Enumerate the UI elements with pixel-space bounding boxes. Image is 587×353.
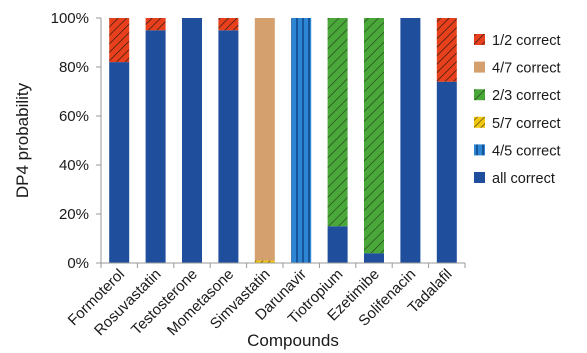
x-ticks: FormoterolRosuvastatinTestosteroneMometa…: [65, 263, 466, 339]
bar-segment-testosterone-all-correct: [182, 18, 202, 263]
y-tick-label: 60%: [59, 108, 89, 125]
bar-segment-tadalafil-all-correct: [436, 81, 457, 263]
legend-swatch-all-correct: [474, 172, 485, 183]
x-axis-title: Compounds: [247, 331, 339, 350]
y-tick-label: 100%: [51, 10, 89, 27]
legend-label-all-correct: all correct: [492, 171, 555, 187]
y-tick-label: 40%: [59, 157, 89, 174]
bar-segment-formoterol-all-correct: [109, 62, 130, 263]
legend-swatch-5-7-correct: [474, 116, 485, 128]
bar-segment-tiotropium-2-3-correct: [327, 18, 348, 227]
plot-area: 0% 20% 40% 60% 80% 100% FormoterolRosuvastati…: [51, 10, 466, 339]
bar-segment-solifenacin-all-correct: [400, 18, 421, 263]
bar-segment-tadalafil-1-2-correct: [436, 18, 457, 82]
bar-segment-mometasone-all-correct: [218, 30, 239, 263]
bar-segment-simvastatin-5-7-correct: [254, 260, 275, 263]
bars-group: [109, 18, 457, 263]
bar-segment-simvastatin-4-7-correct: [254, 18, 275, 261]
legend-label-1-2-correct: 1/2 correct: [492, 33, 561, 49]
legend-swatch-4-5-correct: [474, 144, 485, 156]
bar-segment-rosuvastatin-1-2-correct: [145, 18, 166, 31]
legend-label-4-5-correct: 4/5 correct: [492, 143, 561, 159]
y-tick-label: 80%: [59, 59, 89, 76]
legend-swatch-2-3-correct: [474, 89, 485, 101]
bar-segment-darunavir-4-5-correct: [291, 18, 312, 263]
y-ticks: 0% 20% 40% 60% 80% 100%: [51, 10, 101, 272]
legend: 1/2 correct 4/7 correct 2/3 correct 5/7 cor…: [474, 33, 561, 187]
y-tick-label: 0%: [67, 255, 89, 272]
bar-segment-rosuvastatin-all-correct: [145, 30, 166, 263]
legend-label-5-7-correct: 5/7 correct: [492, 116, 561, 132]
legend-label-2-3-correct: 2/3 correct: [492, 88, 561, 104]
bar-segment-ezetimibe-all-correct: [364, 253, 384, 263]
legend-swatch-4-7-correct: [474, 61, 485, 73]
y-tick-label: 20%: [59, 206, 89, 223]
legend-label-4-7-correct: 4/7 correct: [492, 61, 561, 77]
y-axis-title: DP4 probability: [13, 82, 32, 198]
bar-segment-mometasone-1-2-correct: [218, 18, 239, 31]
legend-swatch-1-2-correct: [474, 34, 485, 45]
bar-segment-tiotropium-all-correct: [327, 226, 348, 263]
bar-segment-formoterol-1-2-correct: [109, 18, 130, 63]
bar-segment-ezetimibe-2-3-correct: [364, 18, 384, 254]
